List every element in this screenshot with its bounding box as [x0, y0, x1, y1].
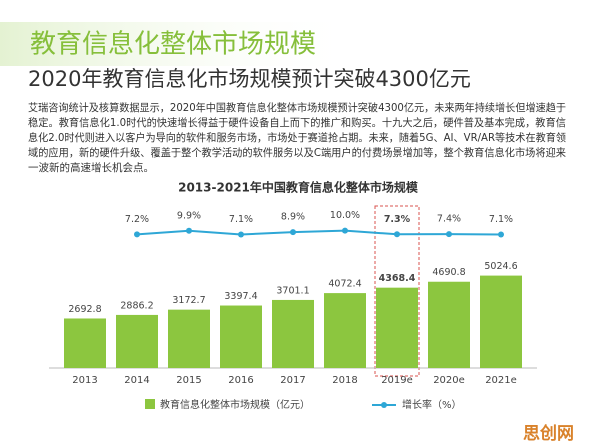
growth-point [394, 231, 400, 238]
growth-label: 7.4% [437, 214, 461, 225]
growth-point [446, 231, 452, 238]
subtitle: 2020年教育信息化市场规模预计突破4300亿元 [28, 67, 471, 91]
growth-label: 7.1% [489, 214, 513, 225]
chart-title: 2013-2021年中国教育信息化整体市场规模 [178, 180, 419, 195]
bar-value-label: 3701.1 [276, 285, 309, 296]
growth-point [186, 227, 192, 234]
bar [428, 281, 470, 368]
bar-value-label: 2692.8 [68, 304, 101, 315]
growth-label: 7.2% [125, 214, 149, 225]
bar [272, 299, 314, 368]
highlight-box [374, 205, 420, 377]
bar-value-label: 5024.6 [484, 261, 517, 272]
body-line: 域的应用，新的硬件升级、覆盖于整个教学活动的软件服务以及C端用户的付费场景增加等… [28, 146, 566, 159]
x-tick-label: 2013 [72, 375, 97, 386]
legend-dot [381, 402, 387, 408]
bar-value-label: 4072.4 [328, 279, 361, 290]
header-wash [0, 22, 360, 66]
growth-label: 7.1% [229, 214, 253, 225]
bar-value-label: 3172.7 [172, 295, 205, 306]
bar [324, 293, 366, 368]
legend-swatch [145, 399, 155, 409]
growth-label: 10.0% [330, 210, 360, 221]
x-tick-label: 2021e [485, 375, 517, 386]
bar [376, 287, 418, 368]
bar-value-label: 4368.4 [379, 273, 416, 284]
watermark: 思创网 [523, 423, 574, 444]
growth-point [290, 229, 296, 236]
x-tick-label: 2018 [332, 375, 357, 386]
x-tick-label: 2019e [381, 375, 413, 386]
bar [116, 314, 158, 368]
legend-label: 增长率（%） [402, 398, 462, 411]
growth-line [136, 229, 502, 236]
growth-point [342, 227, 348, 234]
page-title: 教育信息化整体市场规模 [30, 30, 316, 60]
growth-label: 7.3% [384, 214, 411, 225]
body-line: 一波新的高速增长机会点。 [28, 161, 154, 174]
growth-point [498, 231, 504, 238]
bar [480, 275, 522, 368]
bar-value-label: 2886.2 [120, 300, 153, 311]
bar [64, 318, 106, 368]
x-tick-label: 2016 [228, 375, 253, 386]
body-line: 稳定。教育信息化1.0时代的快速增长得益于硬件设备自上而下的推广和购买。十九大之… [28, 116, 566, 129]
x-tick-label: 2014 [124, 375, 149, 386]
legend-label: 教育信息化整体市场规模（亿元） [160, 398, 310, 411]
x-tick-label: 2017 [280, 375, 305, 386]
bar-value-label: 4690.8 [432, 267, 465, 278]
x-tick-label: 2020e [433, 375, 465, 386]
growth-label: 9.9% [177, 210, 201, 221]
body-line: 息化2.0时代则进入以客户为导向的软件和服务市场，市场处于赛道抢占期。未来，随着… [28, 131, 566, 144]
growth-point [134, 231, 140, 238]
bar [220, 305, 262, 368]
bar-value-label: 3397.4 [224, 291, 257, 302]
x-tick-label: 2015 [176, 375, 201, 386]
body-line: 艾瑞咨询统计及核算数据显示，2020年中国教育信息化整体市场规模预计突破4300… [28, 101, 566, 114]
bar [168, 309, 210, 368]
growth-point [238, 231, 244, 238]
growth-label: 8.9% [281, 212, 305, 223]
